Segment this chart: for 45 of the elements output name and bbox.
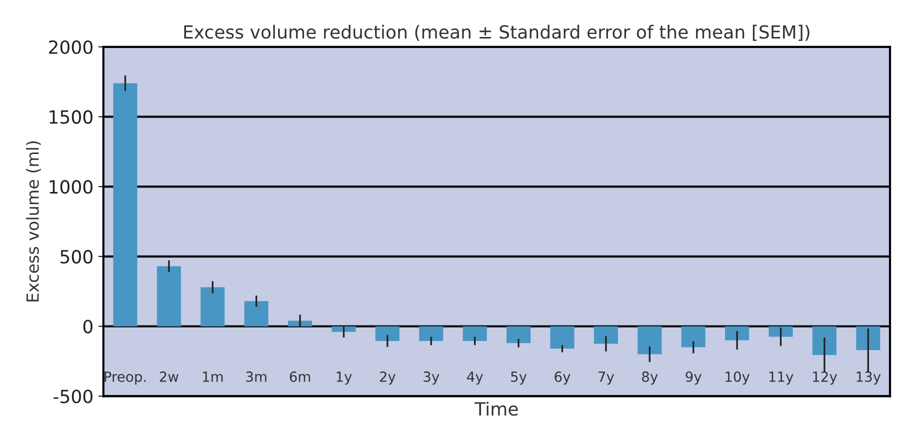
x-tick-label: 1m: [202, 372, 223, 382]
bar: [768, 326, 793, 337]
x-tick-label: 2w: [160, 371, 178, 382]
bar: [812, 326, 836, 355]
x-tick-label: 13y: [856, 371, 881, 385]
x-tick-label: 6m: [290, 371, 310, 382]
bar: [638, 326, 662, 354]
x-tick-label: 3m: [246, 371, 266, 382]
bar: [332, 326, 356, 332]
x-tick-label: Preop.: [104, 372, 146, 385]
bar: [550, 326, 574, 349]
x-tick-label: 4y: [466, 372, 483, 385]
x-tick-label: 6y: [554, 371, 570, 385]
bar: [725, 326, 750, 340]
x-tick-label: 2y: [380, 371, 396, 385]
bar: [594, 326, 618, 344]
x-tick-label: 11y: [769, 372, 794, 385]
bar: [375, 326, 400, 341]
x-tick-label: 3y: [424, 371, 440, 385]
x-tick-label: 8y: [642, 371, 658, 385]
bar: [113, 83, 138, 326]
x-axis-title: Time: [474, 402, 518, 416]
bar: [419, 326, 444, 341]
x-tick-label: 10y: [726, 371, 750, 385]
y-tick-label: 1000: [50, 180, 92, 194]
x-tick-label: 12y: [813, 371, 837, 385]
bar: [681, 326, 706, 348]
bar: [462, 326, 487, 341]
bar: [856, 326, 880, 350]
bar: [506, 326, 531, 344]
x-tick-label: 5y: [511, 372, 527, 385]
bar: [156, 266, 181, 326]
y-axis-title: Excess volume (ml): [26, 141, 41, 302]
y-tick-label: 0: [83, 320, 92, 334]
y-tick-label: -500: [54, 390, 92, 404]
x-tick-label: 9y: [686, 371, 702, 385]
y-tick-label: 1500: [50, 110, 92, 124]
y-tick-label: 2000: [49, 40, 92, 54]
bar: [288, 320, 312, 326]
chart-title: Excess volume reduction (mean ± Standard error of the mean [SEM]): [184, 24, 810, 41]
y-tick-label: 500: [60, 250, 92, 264]
bar: [200, 287, 225, 326]
x-tick-label: 7y: [598, 372, 614, 385]
x-tick-label: 1y: [336, 372, 352, 385]
bar: [244, 301, 268, 326]
